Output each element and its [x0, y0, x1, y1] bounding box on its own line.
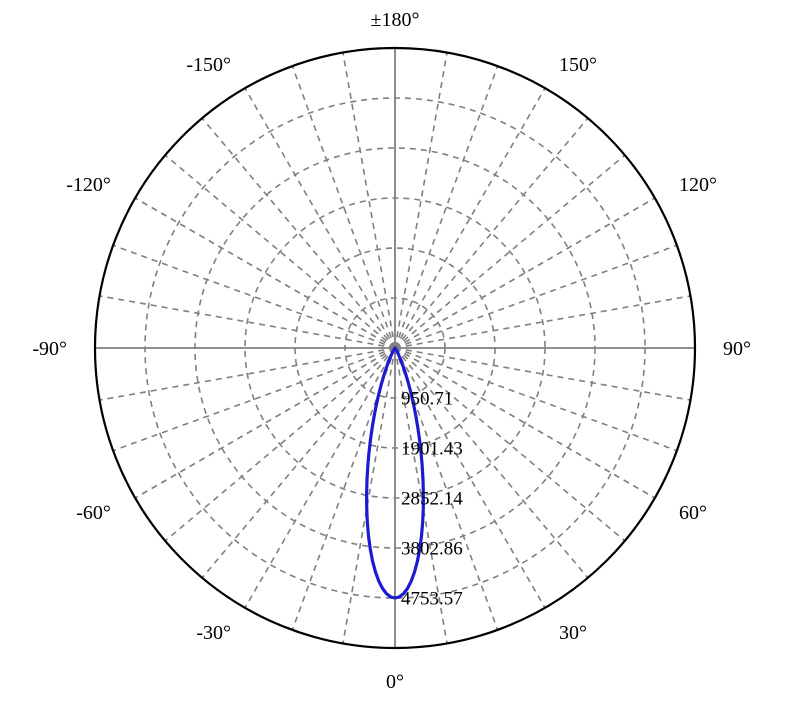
angle-label: ±180°	[371, 9, 420, 31]
angle-label: 90°	[723, 338, 751, 360]
angle-label: -90°	[32, 338, 67, 360]
polar-chart: 950.71 1901.43 2852.14 3802.86 4753.57 0° 30° 6…	[0, 0, 791, 710]
angle-label: 60°	[679, 502, 707, 524]
angle-label: -150°	[186, 54, 231, 76]
radial-label: 4753.57	[401, 589, 463, 610]
angle-label: 150°	[559, 54, 597, 76]
radial-label: 1901.43	[401, 439, 463, 460]
angle-label: 120°	[679, 174, 717, 196]
angle-label: -60°	[76, 502, 111, 524]
angle-label: -120°	[66, 174, 111, 196]
angle-label: 0°	[386, 671, 404, 693]
angle-label: 30°	[559, 622, 587, 644]
radial-label: 2852.14	[401, 489, 463, 510]
radial-label: 950.71	[401, 389, 453, 410]
angle-label: -30°	[196, 622, 231, 644]
radial-label: 3802.86	[401, 539, 463, 560]
